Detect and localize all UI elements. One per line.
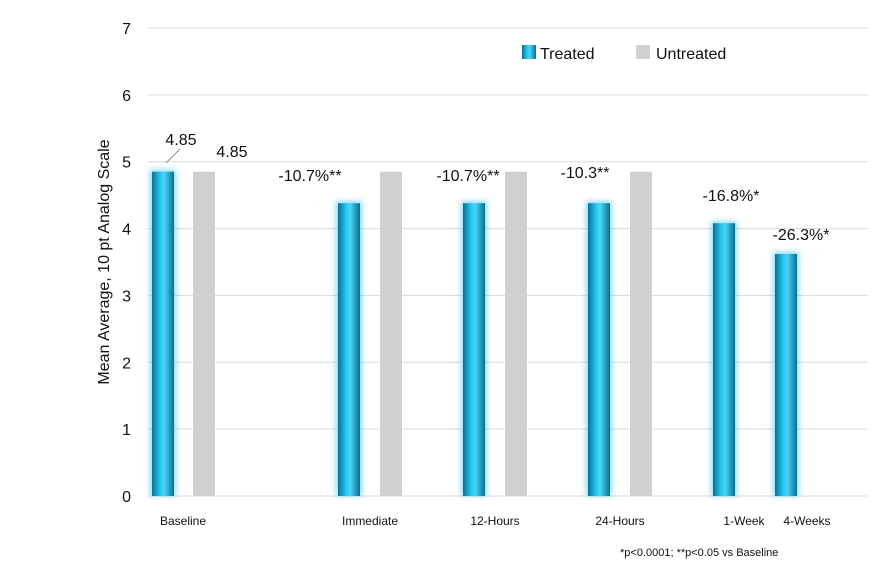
legend-label-treated: Treated	[540, 46, 595, 63]
bar-untreated	[505, 171, 527, 497]
x-category-label: Immediate	[342, 514, 398, 528]
y-tick-label: 0	[122, 489, 131, 506]
x-category-label: 4-Weeks	[783, 514, 830, 528]
bar-treated	[463, 203, 485, 497]
bar-untreated	[630, 171, 652, 497]
y-tick-label: 6	[122, 88, 131, 105]
data-label-leader-line	[165, 148, 181, 164]
x-category-label: 12-Hours	[470, 514, 519, 528]
legend-label-untreated: Untreated	[656, 46, 726, 63]
y-tick-label: 4	[122, 222, 131, 239]
data-labels: 4.85 4.85 -10.7%** -10.7%** -10.3** -16.8%* -2…	[165, 132, 829, 244]
bar-treated	[775, 253, 797, 496]
data-label-treated: -10.7%**	[436, 168, 499, 185]
y-tick-label: 7	[122, 21, 131, 38]
y-tick-label: 1	[122, 422, 131, 439]
legend-swatch-treated	[522, 45, 536, 59]
data-label-treated: -10.3**	[561, 165, 610, 182]
bar-untreated	[193, 171, 215, 497]
legend: Treated Untreated	[522, 45, 726, 63]
x-category-label: Baseline	[160, 514, 206, 528]
bar-treated	[338, 203, 360, 497]
data-label-treated: -16.8%*	[703, 188, 760, 205]
bar-treated	[713, 223, 735, 496]
x-category-label: 24-Hours	[595, 514, 644, 528]
legend-swatch-untreated	[636, 45, 650, 59]
bar-treated	[152, 171, 174, 497]
bar-treated	[588, 203, 610, 497]
y-axis-ticks: 0 1 2 3 4 5 6 7	[122, 21, 131, 506]
x-axis-categories: Baseline Immediate 12-Hours 24-Hours 1-Week 4…	[160, 514, 831, 528]
data-label-treated: -10.7%**	[278, 168, 341, 185]
x-category-label: 1-Week	[723, 514, 765, 528]
footnote: *p<0.0001; **p<0.05 vs Baseline	[620, 547, 778, 559]
data-label-treated: 4.85	[165, 132, 196, 149]
data-label-treated: -26.3%*	[773, 227, 830, 244]
y-tick-label: 3	[122, 288, 131, 305]
y-axis-label: Mean Average, 10 pt Analog Scale	[96, 139, 113, 384]
y-tick-label: 2	[122, 355, 131, 372]
bar-untreated	[380, 171, 402, 497]
y-tick-label: 5	[122, 155, 131, 172]
bars	[150, 169, 799, 497]
data-label-untreated: 4.85	[216, 144, 247, 161]
